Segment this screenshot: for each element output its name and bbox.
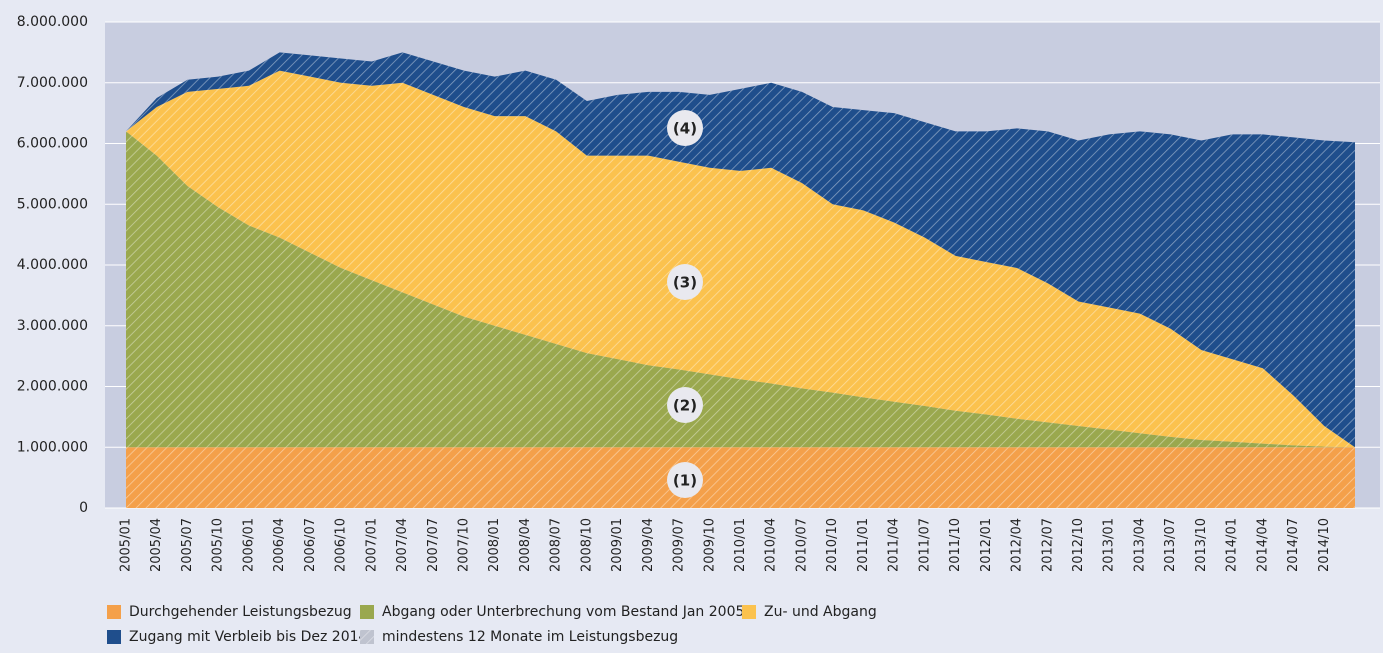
x-tick-label: 2006/07 <box>303 518 318 572</box>
x-tick-label: 2006/01 <box>241 518 256 572</box>
x-tick-label: 2010/04 <box>764 518 779 572</box>
x-tick-label: 2012/04 <box>1010 518 1025 572</box>
hatch-overlay <box>126 70 1355 448</box>
x-tick-label: 2010/10 <box>825 518 840 572</box>
x-tick-label: 2007/01 <box>364 518 379 572</box>
x-tick-label: 2011/07 <box>917 518 932 572</box>
x-tick-label: 2005/01 <box>119 518 134 572</box>
hatch-overlay <box>126 131 1355 448</box>
annotation: (4) <box>673 120 697 138</box>
annotation-badge <box>667 462 703 498</box>
legend-label: Zugang mit Verbleib bis Dez 2014 <box>129 629 368 645</box>
x-tick-label: 2010/01 <box>733 518 748 572</box>
x-tick-label: 2007/10 <box>456 518 471 572</box>
x-tick-label: 2007/04 <box>395 518 410 572</box>
x-tick-label: 2012/01 <box>979 518 994 572</box>
legend-label: mindestens 12 Monate im Leistungsbezug <box>382 629 678 645</box>
x-tick-label: 2009/07 <box>672 518 687 572</box>
x-tick-label: 2013/10 <box>1194 518 1209 572</box>
x-tick-label: 2005/07 <box>180 518 195 572</box>
legend-swatch <box>742 605 756 619</box>
y-tick-label: 6.000.000 <box>17 136 88 152</box>
x-tick-label: 2013/07 <box>1163 518 1178 572</box>
hatch-overlay <box>126 447 1355 508</box>
x-tick-label: 2008/10 <box>579 518 594 572</box>
x-tick-label: 2013/01 <box>1102 518 1117 572</box>
annotation-badge <box>667 110 703 146</box>
x-tick-label: 2013/04 <box>1132 518 1147 572</box>
y-tick-label: 0 <box>79 500 88 516</box>
legend-swatch <box>360 605 374 619</box>
legend-swatch <box>107 630 121 644</box>
y-tick-label: 3.000.000 <box>17 318 88 334</box>
x-tick-label: 2014/04 <box>1255 518 1270 572</box>
legend-swatch <box>107 605 121 619</box>
annotation: (1) <box>673 472 697 490</box>
x-tick-label: 2006/04 <box>272 518 287 572</box>
y-tick-label: 5.000.000 <box>17 196 88 212</box>
legend-label: Abgang oder Unterbrechung vom Bestand Ja… <box>382 604 744 620</box>
y-tick-label: 1.000.000 <box>17 439 88 455</box>
hatch-overlay <box>126 52 1355 448</box>
y-tick-label: 4.000.000 <box>17 257 88 273</box>
x-tick-label: 2009/04 <box>641 518 656 572</box>
x-tick-label: 2011/10 <box>948 518 963 572</box>
annotation: (2) <box>673 397 697 415</box>
x-tick-label: 2005/10 <box>211 518 226 572</box>
x-tick-label: 2012/10 <box>1071 518 1086 572</box>
x-tick-label: 2007/07 <box>426 518 441 572</box>
y-tick-label: 7.000.000 <box>17 75 88 91</box>
x-tick-label: 2008/01 <box>487 518 502 572</box>
x-tick-label: 2012/07 <box>1040 518 1055 572</box>
x-tick-label: 2011/01 <box>856 518 871 572</box>
x-tick-label: 2011/04 <box>887 518 902 572</box>
y-tick-label: 8.000.000 <box>17 14 88 30</box>
y-tick-label: 2.000.000 <box>17 379 88 395</box>
x-tick-label: 2009/10 <box>702 518 717 572</box>
x-tick-label: 2008/07 <box>549 518 564 572</box>
annotation: (3) <box>673 274 697 292</box>
x-tick-label: 2008/04 <box>518 518 533 572</box>
x-tick-label: 2009/01 <box>610 518 625 572</box>
x-tick-label: 2014/10 <box>1317 518 1332 572</box>
x-tick-label: 2005/04 <box>149 518 164 572</box>
legend-label: Durchgehender Leistungsbezug <box>129 604 352 620</box>
x-tick-label: 2006/10 <box>334 518 349 572</box>
x-tick-label: 2010/07 <box>794 518 809 572</box>
legend-label: Zu- und Abgang <box>764 604 877 620</box>
annotation-badge <box>667 387 703 423</box>
annotation-badge <box>667 264 703 300</box>
x-tick-label: 2014/01 <box>1225 518 1240 572</box>
legend-swatch-hatch <box>360 630 374 644</box>
x-tick-label: 2014/07 <box>1286 518 1301 572</box>
